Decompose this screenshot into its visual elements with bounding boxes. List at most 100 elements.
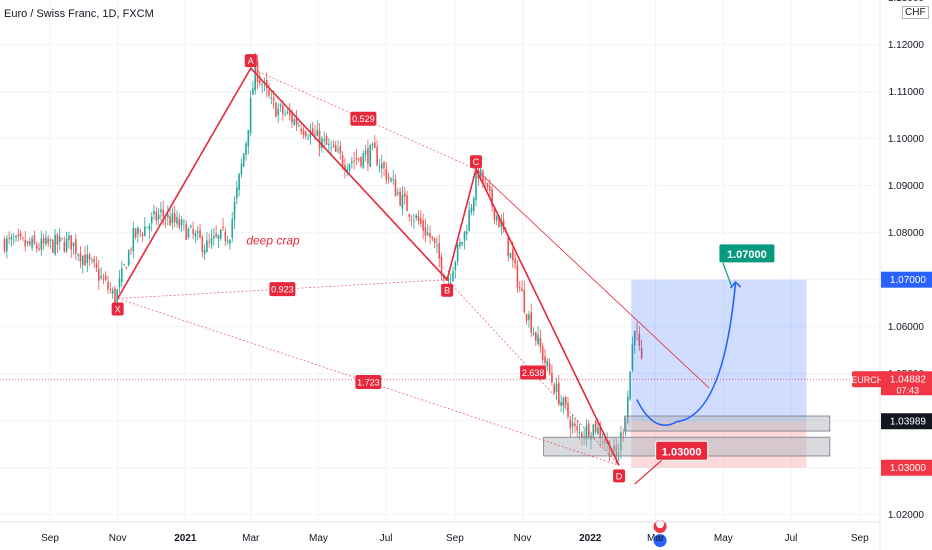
ratio-label: 0.529 xyxy=(352,114,375,124)
candle-body xyxy=(203,250,206,254)
x-tick-label: Nov xyxy=(109,533,127,544)
ratio-label-box xyxy=(520,365,547,380)
candle-body xyxy=(397,192,399,195)
candle-body xyxy=(316,129,319,136)
candle-body xyxy=(415,215,418,219)
candle-body xyxy=(70,235,73,250)
candle-body xyxy=(238,173,240,190)
candle-body xyxy=(403,193,406,197)
candle-body xyxy=(410,218,413,220)
x-tick-label: Mar xyxy=(647,533,665,544)
candle-body xyxy=(369,145,372,167)
candle-body xyxy=(3,239,6,252)
candle-body xyxy=(364,150,367,155)
candle-body xyxy=(438,243,441,259)
candle-body xyxy=(54,234,56,255)
candle-body xyxy=(328,143,330,145)
candle-body xyxy=(196,231,199,233)
stop-callout-label: 1.03000 xyxy=(662,446,702,458)
candle-body xyxy=(426,232,429,235)
candle-body xyxy=(247,130,250,147)
candle-body xyxy=(417,216,420,221)
candle-body xyxy=(100,275,102,279)
candle-body xyxy=(362,153,365,168)
swiss-cross-icon xyxy=(656,520,665,529)
candle-body xyxy=(79,252,82,262)
candle-body xyxy=(459,242,461,247)
candle-body xyxy=(431,236,434,239)
point-label-b: B xyxy=(444,286,450,296)
currency-badge[interactable]: CHF xyxy=(902,6,929,19)
candle-body xyxy=(509,252,512,259)
candlesticks xyxy=(3,52,643,464)
candle-body xyxy=(498,215,500,228)
candle-body xyxy=(516,264,519,288)
price-label: 1.03989 xyxy=(890,417,927,428)
candle-body xyxy=(206,240,208,252)
candle-body xyxy=(194,233,197,237)
candle-body xyxy=(98,269,100,281)
candle-body xyxy=(454,262,457,270)
candle-body xyxy=(383,161,385,168)
candle-body xyxy=(339,146,342,154)
candle-body xyxy=(482,170,484,184)
candle-body xyxy=(47,238,50,244)
candle-body xyxy=(401,194,404,209)
candle-body xyxy=(187,228,190,238)
candle-body xyxy=(493,206,496,220)
candle-body xyxy=(17,234,20,237)
candle-body xyxy=(215,233,217,237)
candle-body xyxy=(24,239,27,247)
candle-body xyxy=(495,216,498,221)
ratio-line xyxy=(250,67,477,170)
candle-body xyxy=(311,128,314,135)
candle-body xyxy=(631,344,634,371)
candle-body xyxy=(456,244,459,262)
candle-body xyxy=(272,97,275,101)
candle-body xyxy=(539,338,542,348)
candle-body xyxy=(213,236,215,239)
candle-body xyxy=(592,424,595,436)
price-timer: 07:43 xyxy=(896,385,919,395)
point-label-x: X xyxy=(115,305,121,315)
candle-body xyxy=(530,312,533,333)
candle-body xyxy=(574,423,576,427)
candle-body xyxy=(489,186,491,191)
x-tick-label: 2021 xyxy=(174,533,197,544)
candle-body xyxy=(291,114,293,123)
candle-body xyxy=(532,333,535,335)
projection-curve xyxy=(636,281,737,427)
candle-body xyxy=(585,425,588,440)
y-tick-label: 1.08000 xyxy=(888,228,925,239)
candle-body xyxy=(475,172,477,201)
candle-body xyxy=(436,245,438,247)
point-label-d: D xyxy=(616,471,623,481)
candle-body xyxy=(169,216,171,226)
candle-body xyxy=(261,84,263,86)
candle-body xyxy=(146,227,148,229)
candle-body xyxy=(134,228,137,238)
candle-body xyxy=(627,396,629,424)
candle-body xyxy=(65,238,68,252)
candle-body xyxy=(265,79,268,89)
trend-line xyxy=(475,168,710,389)
candle-body xyxy=(167,214,169,218)
candle-body xyxy=(334,145,337,152)
candle-body xyxy=(321,138,323,148)
candle-body xyxy=(307,137,309,139)
candle-body xyxy=(77,254,79,256)
candle-body xyxy=(470,207,473,213)
candle-body xyxy=(240,163,243,175)
point-label-box xyxy=(613,469,626,483)
candle-body xyxy=(486,182,489,188)
x-tick-label: Sep xyxy=(41,533,59,544)
candle-body xyxy=(288,111,291,116)
candle-body xyxy=(360,157,362,166)
ratio-label: 1.723 xyxy=(357,377,380,387)
candle-body xyxy=(302,130,305,135)
candle-body xyxy=(424,227,427,236)
candle-body xyxy=(6,238,8,252)
candle-body xyxy=(137,227,139,234)
candle-body xyxy=(233,201,236,220)
